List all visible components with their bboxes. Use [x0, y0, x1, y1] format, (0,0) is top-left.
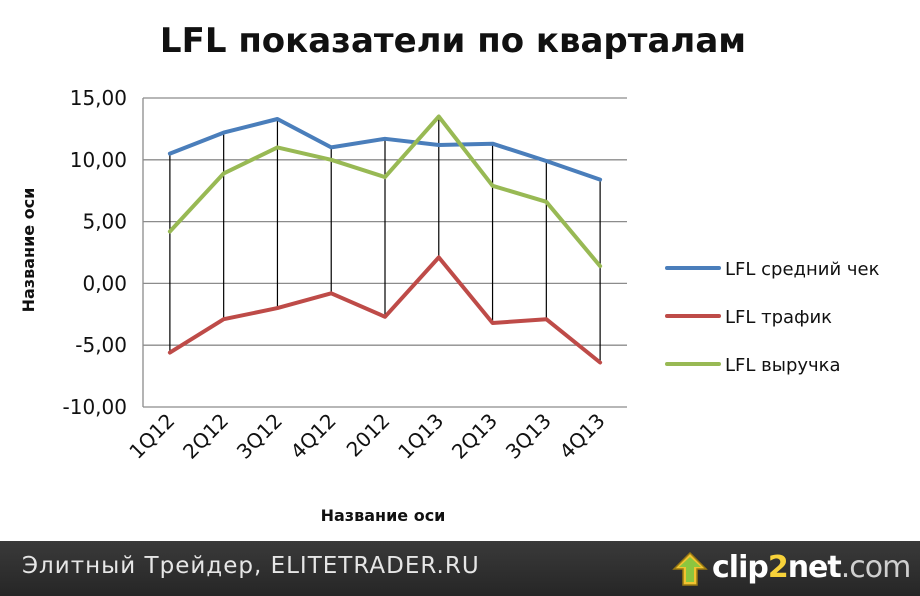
x-tick-label: 3Q12 — [232, 409, 287, 464]
legend-label: LFL выручка — [725, 355, 841, 376]
y-tick-label: 5,00 — [82, 210, 127, 234]
legend-label: LFL трафик — [725, 307, 832, 328]
clip2net-logo: clip2net.com — [668, 545, 912, 591]
series-line-2 — [167, 255, 603, 365]
legend-label: LFL средний чек — [725, 259, 880, 280]
x-tick-label: 2012 — [342, 409, 395, 462]
footer-site-text: Элитный Трейдер, ELITETRADER.RU — [22, 553, 480, 579]
x-tick-label: 4Q12 — [286, 409, 341, 464]
drop-lines — [169, 116, 601, 363]
y-tick-label: -10,00 — [63, 395, 127, 419]
legend: LFL средний чек LFL трафик LFL выручка — [665, 259, 880, 376]
line-chart: LFL показатели по кварталам 15,00 10,00 5,… — [19, 21, 880, 525]
x-axis-label: Название оси — [321, 506, 446, 525]
x-tick-label: 2Q13 — [447, 409, 502, 464]
chart-title: LFL показатели по кварталам — [160, 21, 746, 61]
y-tick-labels: 15,00 10,00 5,00 0,00 -5,00 -10,00 — [63, 86, 127, 419]
x-tick-label: 1Q12 — [124, 409, 179, 464]
logo-net: net — [787, 550, 842, 585]
series-line-3 — [167, 114, 603, 269]
x-tick-label: 2Q12 — [178, 409, 233, 464]
y-tick-label: 10,00 — [70, 148, 127, 172]
logo-wordmark: clip2net.com — [712, 550, 912, 585]
logo-two: 2 — [767, 550, 789, 585]
logo-clip: clip — [712, 550, 769, 585]
y-tick-label: 0,00 — [82, 271, 127, 295]
upload-arrow-icon — [672, 551, 708, 586]
y-axis-label: Название оси — [19, 188, 38, 313]
x-tick-label: 1Q13 — [393, 409, 448, 464]
x-tick-label: 3Q13 — [501, 409, 556, 464]
footer-bar: Элитный Трейдер, ELITETRADER.RU clip2net… — [0, 541, 920, 596]
y-tick-label: -5,00 — [75, 333, 127, 357]
chart-area: LFL показатели по кварталам 15,00 10,00 5,… — [19, 21, 880, 525]
series-lines — [167, 114, 603, 365]
logo-dotcom: .com — [840, 550, 912, 585]
x-tick-label: 4Q13 — [555, 409, 610, 464]
y-tick-label: 15,00 — [70, 86, 127, 110]
series-line-1 — [167, 117, 603, 182]
